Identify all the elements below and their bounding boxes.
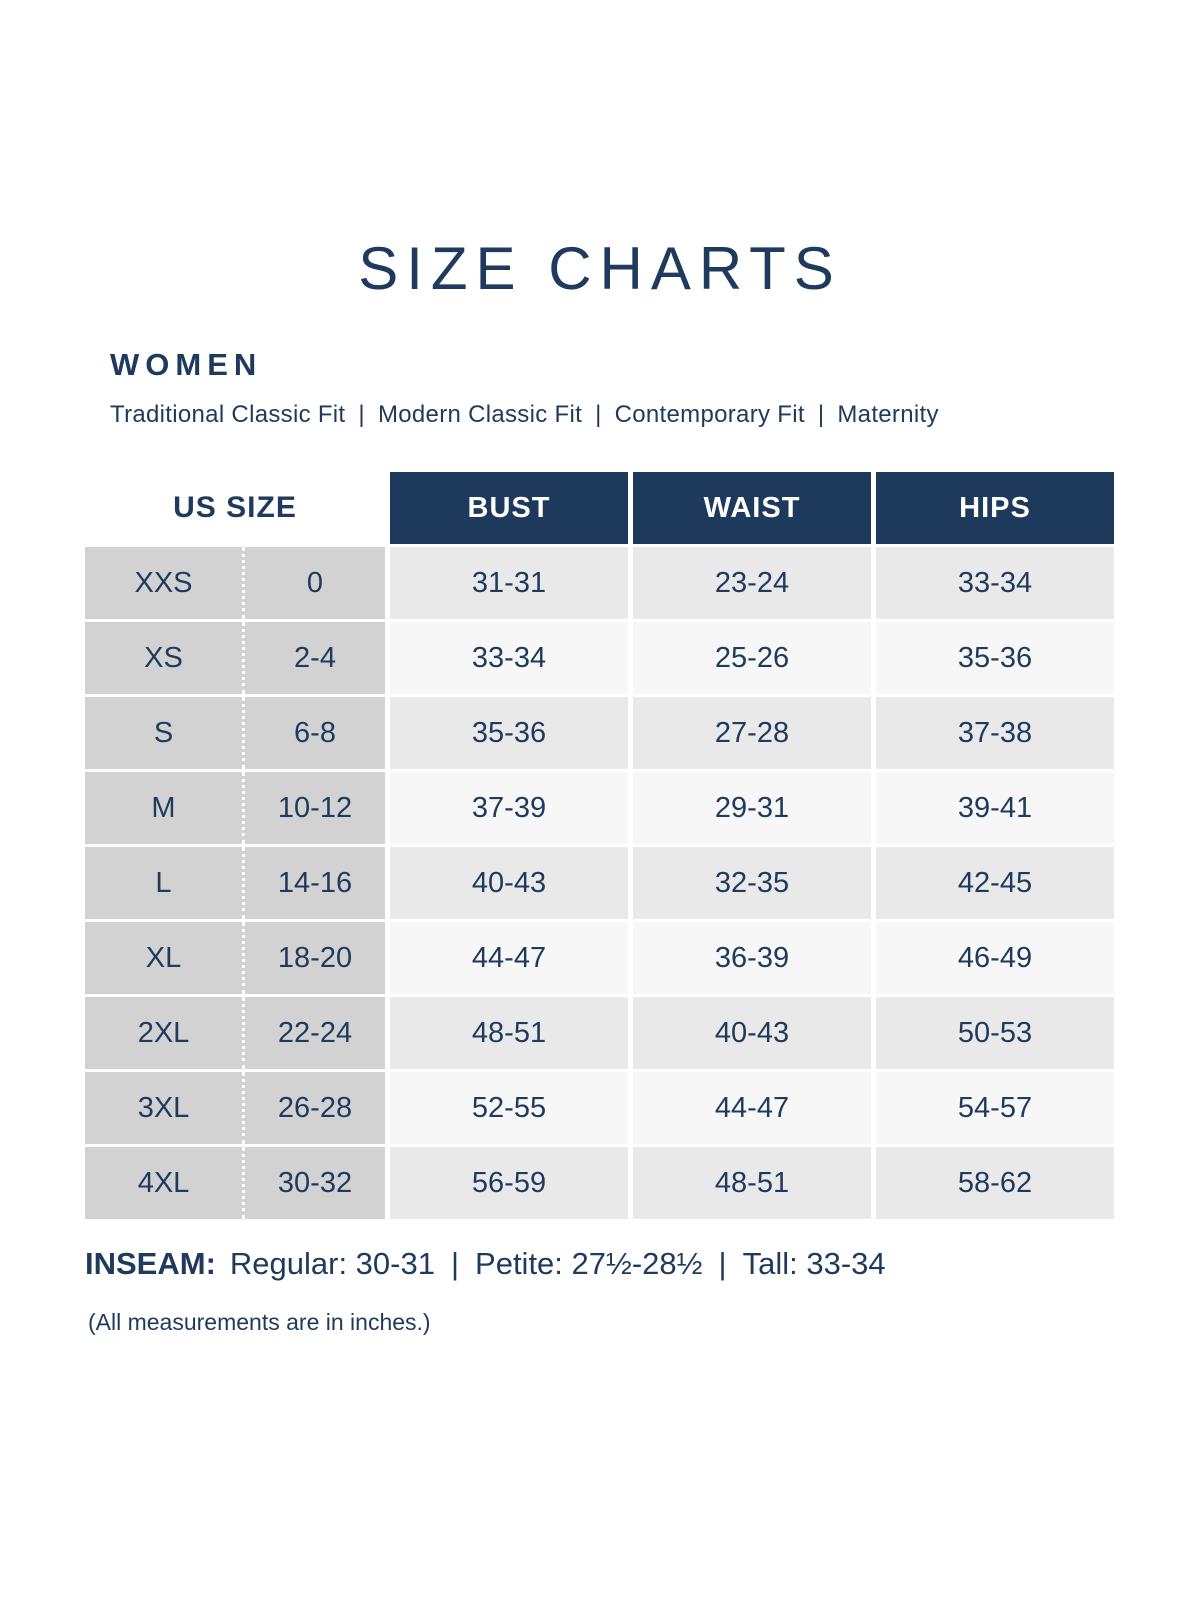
waist-value: 40-43: [628, 997, 871, 1069]
hips-value: 58-62: [871, 1147, 1114, 1219]
inseam-separator: |: [450, 1246, 460, 1281]
fit-type: Modern Classic Fit: [377, 401, 583, 428]
size-label: XS: [85, 622, 242, 694]
bust-value: 48-51: [385, 997, 628, 1069]
size-label: S: [85, 697, 242, 769]
waist-value: 36-39: [628, 922, 871, 994]
bust-value: 31-31: [385, 547, 628, 619]
us-size-value: 14-16: [242, 847, 385, 919]
fit-type: Maternity: [837, 401, 939, 428]
size-label: 4XL: [85, 1147, 242, 1219]
column-header-us-size: US SIZE: [85, 472, 385, 544]
section-heading-women: WOMEN: [110, 347, 263, 382]
fit-types-line: Traditional Classic Fit | Modern Classic F…: [110, 401, 1200, 429]
bust-value: 35-36: [385, 697, 628, 769]
bust-value: 37-39: [385, 772, 628, 844]
hips-value: 50-53: [871, 997, 1114, 1069]
inseam-label: INSEAM:: [85, 1246, 216, 1281]
fit-separator: |: [817, 401, 825, 428]
page-title: SIZE CHARTS: [358, 235, 842, 302]
waist-value: 25-26: [628, 622, 871, 694]
size-label: 2XL: [85, 997, 242, 1069]
waist-value: 29-31: [628, 772, 871, 844]
inseam-regular: Regular: 30-31: [229, 1246, 435, 1281]
bust-value: 40-43: [385, 847, 628, 919]
hips-value: 37-38: [871, 697, 1114, 769]
bust-value: 52-55: [385, 1072, 628, 1144]
fit-separator: |: [358, 401, 365, 428]
waist-value: 32-35: [628, 847, 871, 919]
size-label: 3XL: [85, 1072, 242, 1144]
bust-value: 33-34: [385, 622, 628, 694]
inseam-petite: Petite: 27½-28½: [475, 1246, 703, 1281]
waist-value: 44-47: [628, 1072, 871, 1144]
waist-value: 48-51: [628, 1147, 871, 1219]
us-size-value: 10-12: [242, 772, 385, 844]
waist-value: 27-28: [628, 697, 871, 769]
us-size-value: 26-28: [242, 1072, 385, 1144]
column-header-bust: BUST: [385, 472, 628, 544]
column-header-hips: HIPS: [871, 472, 1114, 544]
fit-type: Contemporary Fit: [614, 401, 805, 428]
hips-value: 39-41: [871, 772, 1114, 844]
us-size-value: 22-24: [242, 997, 385, 1069]
size-label: M: [85, 772, 242, 844]
inseam-tall: Tall: 33-34: [742, 1246, 886, 1281]
hips-value: 33-34: [871, 547, 1114, 619]
hips-value: 54-57: [871, 1072, 1114, 1144]
bust-value: 44-47: [385, 922, 628, 994]
bust-value: 56-59: [385, 1147, 628, 1219]
women-size-table: US SIZE BUST WAIST HIPS XXS 0 31-31 23-2…: [85, 472, 1114, 1219]
fit-separator: |: [595, 401, 602, 428]
fit-type: Traditional Classic Fit: [110, 401, 346, 428]
hips-value: 46-49: [871, 922, 1114, 994]
waist-value: 23-24: [628, 547, 871, 619]
us-size-value: 18-20: [242, 922, 385, 994]
inseam-separator: |: [718, 1246, 727, 1281]
size-label: L: [85, 847, 242, 919]
size-label: XXS: [85, 547, 242, 619]
us-size-value: 6-8: [242, 697, 385, 769]
hips-value: 42-45: [871, 847, 1114, 919]
us-size-value: 30-32: [242, 1147, 385, 1219]
measurements-note: (All measurements are in inches.): [88, 1309, 431, 1335]
column-header-waist: WAIST: [628, 472, 871, 544]
us-size-value: 2-4: [242, 622, 385, 694]
size-label: XL: [85, 922, 242, 994]
hips-value: 35-36: [871, 622, 1114, 694]
inseam-line: INSEAM: Regular: 30-31 | Petite: 27½-28½ | Ta…: [85, 1246, 1200, 1282]
us-size-value: 0: [242, 547, 385, 619]
